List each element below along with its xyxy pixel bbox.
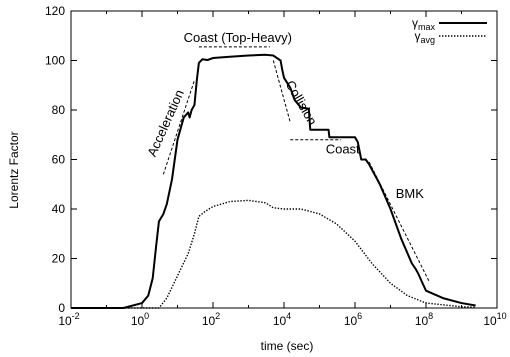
y-tick-label: 60 [52,153,66,167]
annotations-layer: Coast (Top-Heavy)Acceleration CollisionCo… [144,30,430,281]
x-tick-label: 10-2 [58,311,79,328]
legend-label-max: γmax [412,16,436,32]
plot-frame [70,10,498,309]
annotation-coast: Coast [326,141,360,156]
x-tick-label: 106 [344,311,362,328]
series-line-max [71,53,476,309]
x-tick-label: 100 [131,311,149,328]
collision-guide-line [272,60,291,123]
y-axis-label: Lorentz Factor [7,131,21,208]
x-tick-label: 1010 [483,311,506,328]
x-tick-label: 104 [273,311,291,328]
y-tick-label: 120 [45,4,65,18]
y-tick-label: 100 [45,54,65,68]
legend-label-avg: γavg [414,29,435,45]
x-axis-label: time (sec) [261,339,314,353]
annotation-acceleration: Acceleration [144,87,187,158]
annotation-coast-top-heavy: Coast (Top-Heavy) [184,30,292,45]
ticks-layer: 10-2 100 102 104 106 108 1010 0 20 40 60 80 100 120 [45,4,507,328]
y-tick-label: 80 [52,103,66,117]
x-tick-label: 108 [415,311,433,328]
annotation-bmk: BMK [396,186,425,201]
y-tick-label: 20 [52,252,66,266]
series-layer [71,53,476,309]
y-tick-label: 0 [58,301,65,315]
y-tick-label: 40 [52,202,66,216]
plot-area-border [70,10,498,309]
x-tick-label: 102 [202,311,220,328]
acceleration-guide-line [162,80,195,175]
